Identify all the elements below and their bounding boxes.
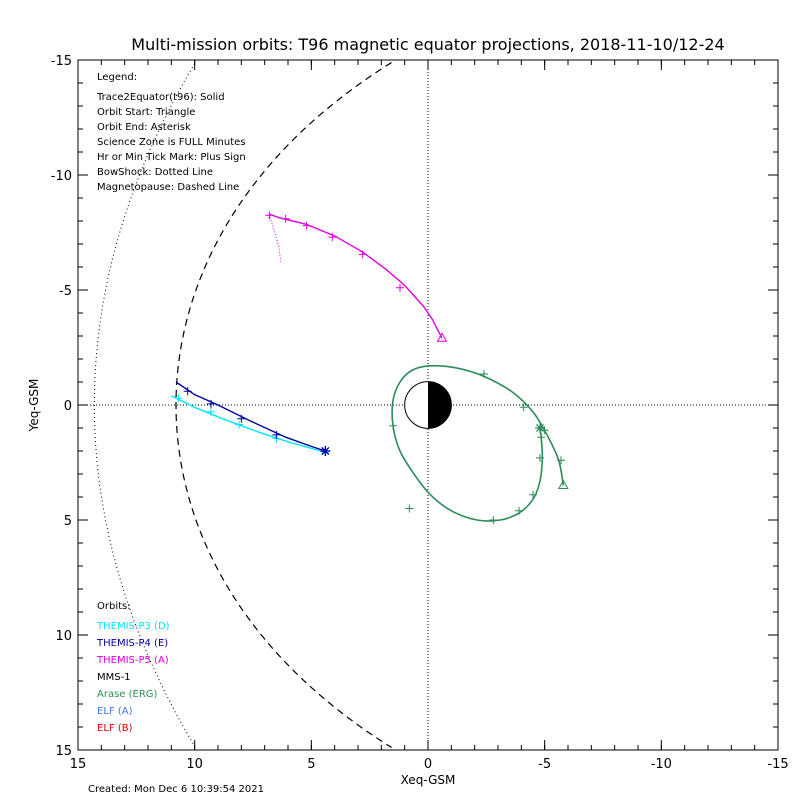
legend-line: Orbit End: Asterisk bbox=[97, 122, 191, 133]
tick-mark bbox=[396, 283, 404, 292]
tick-mark bbox=[265, 211, 274, 220]
y-tick-label: -5 bbox=[59, 284, 72, 299]
series-2 bbox=[265, 211, 448, 342]
boundary-lines bbox=[93, 62, 392, 748]
legend-line: Science Zone is FULL Minutes bbox=[97, 137, 246, 148]
y-axis-label: Yeq-GSM bbox=[27, 379, 41, 433]
earth-symbol bbox=[404, 381, 452, 429]
y-tick-label: 0 bbox=[64, 399, 72, 414]
series-line bbox=[269, 213, 443, 339]
series-3 bbox=[389, 364, 569, 524]
legend-line: Trace2Equator(t96): Solid bbox=[96, 92, 225, 103]
tick-mark bbox=[405, 504, 414, 513]
tick-mark bbox=[207, 399, 215, 408]
legend-title: Legend: bbox=[97, 72, 137, 83]
x-tick-label: 15 bbox=[70, 757, 87, 772]
tick-mark bbox=[183, 387, 192, 396]
bowshock-line bbox=[93, 63, 195, 747]
orbit-legend-entry: ELF (A) bbox=[97, 706, 133, 717]
orbit-legend-entry: THEMIS-P3 (D) bbox=[96, 621, 170, 632]
orbit-legend-entry: ELF (B) bbox=[97, 723, 133, 734]
x-tick-label: 0 bbox=[424, 757, 432, 772]
orbits-legend: Orbits: THEMIS-P3 (D) THEMIS-P4 (E) THEMIS-… bbox=[96, 601, 170, 734]
legend: Legend: Trace2Equator(t96): Solid Orbit St… bbox=[96, 72, 246, 193]
orbit-legend-entry: THEMIS-P4 (E) bbox=[96, 638, 168, 649]
tick-mark bbox=[536, 453, 544, 462]
y-tick-label: 10 bbox=[55, 629, 72, 644]
magnetopause-line bbox=[175, 62, 392, 748]
tick-mark bbox=[489, 516, 498, 524]
tick-mark bbox=[529, 490, 537, 499]
legend-line: Hr or Min Tick Mark: Plus Sign bbox=[97, 152, 246, 163]
tick-mark bbox=[207, 407, 215, 416]
x-tick-label: 10 bbox=[186, 757, 203, 772]
x-tick-label: 5 bbox=[307, 757, 315, 772]
chart-title: Multi-mission orbits: T96 magnetic equat… bbox=[131, 35, 724, 54]
tick-mark bbox=[328, 233, 337, 242]
tick-mark bbox=[537, 433, 546, 442]
tick-mark bbox=[358, 250, 367, 259]
legend-line: Magnetopause: Dashed Line bbox=[97, 182, 239, 193]
x-tick-label: -5 bbox=[538, 757, 551, 772]
legend-line: Orbit Start: Triangle bbox=[97, 107, 195, 118]
tick-mark bbox=[281, 214, 290, 223]
y-tick-label: 5 bbox=[64, 514, 72, 529]
y-tick-label: -10 bbox=[51, 169, 72, 184]
tick-mark bbox=[235, 420, 243, 429]
tick-mark bbox=[557, 456, 565, 465]
x-tick-label: -10 bbox=[651, 757, 672, 772]
tick-mark bbox=[389, 421, 397, 430]
series-trace-tail bbox=[268, 213, 282, 263]
tick-mark bbox=[519, 403, 528, 412]
orbit-start-triangle bbox=[436, 332, 448, 342]
series-line bbox=[171, 395, 328, 454]
x-axis-label: Xeq-GSM bbox=[401, 773, 456, 787]
y-tick-label: -15 bbox=[51, 54, 72, 69]
orbit-legend-entry: THEMIS-P5 (A) bbox=[96, 655, 169, 666]
orbit-legend-entry: MMS-1 bbox=[97, 672, 131, 683]
tick-mark bbox=[302, 221, 311, 230]
x-tick-label: -15 bbox=[767, 757, 788, 772]
tick-mark bbox=[272, 430, 281, 439]
series-0 bbox=[171, 394, 331, 457]
orbit-series bbox=[171, 211, 569, 524]
orbit-end-asterisk bbox=[320, 446, 331, 456]
earth-night-side bbox=[428, 381, 452, 429]
tick-mark bbox=[515, 506, 523, 515]
orbit-start-triangle bbox=[557, 479, 569, 489]
orbits-title: Orbits: bbox=[97, 601, 131, 612]
y-tick-label: 15 bbox=[55, 744, 72, 759]
orbit-end-asterisk bbox=[535, 423, 545, 433]
axis-ticks: 15 10 5 0 -5 -10 -15 -15 -10 -5 0 5 10 15 bbox=[51, 54, 789, 772]
created-footer: Created: Mon Dec 6 10:39:54 2021 bbox=[88, 784, 264, 795]
tick-mark bbox=[480, 369, 488, 378]
series-line bbox=[175, 381, 326, 452]
tick-mark bbox=[237, 414, 246, 423]
orbit-legend-entry: Arase (ERG) bbox=[97, 689, 158, 700]
tick-mark bbox=[174, 394, 183, 403]
series-1 bbox=[175, 381, 331, 456]
legend-line: BowShock: Dotted Line bbox=[97, 167, 213, 178]
